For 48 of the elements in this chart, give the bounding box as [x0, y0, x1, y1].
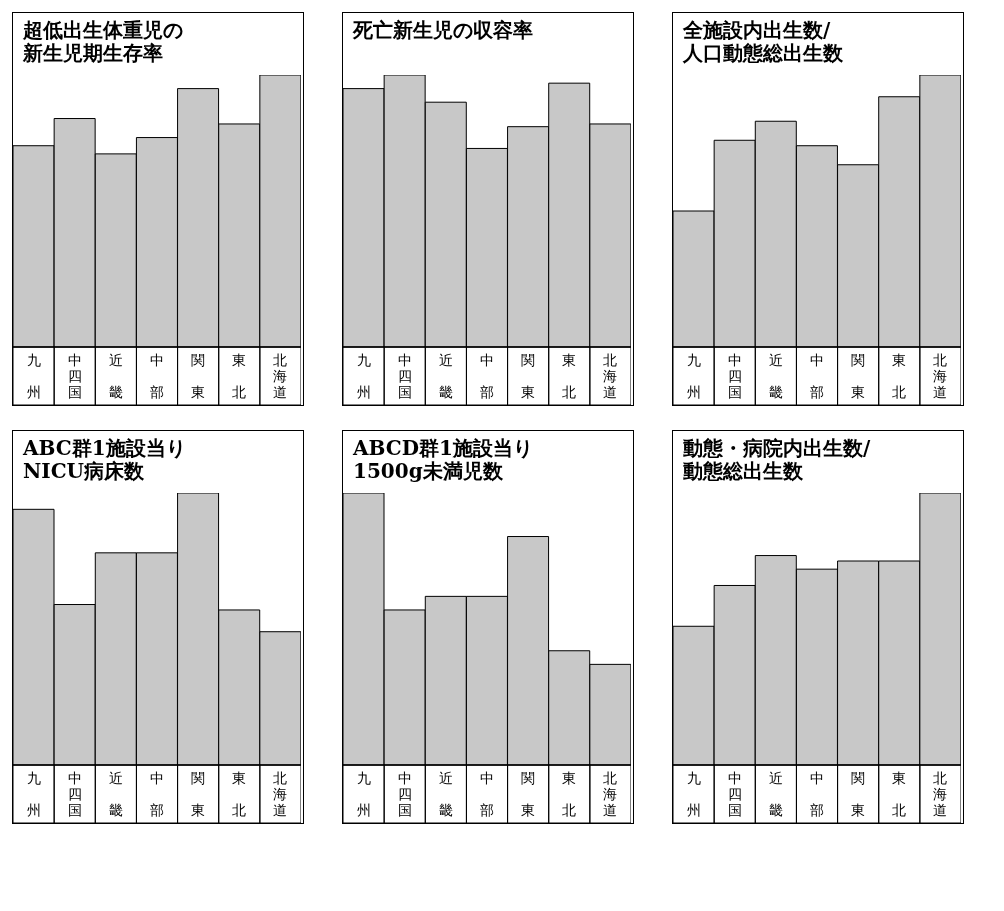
x-tick-label: 東北 [232, 770, 247, 818]
x-tick-label: 関東 [191, 770, 206, 818]
x-tick-label: 東北 [562, 770, 577, 818]
x-tick-label: 近畿 [438, 770, 453, 818]
x-tick-label: 東北 [562, 352, 577, 400]
x-tick-label: 中四国 [727, 770, 742, 818]
x-tick-label: 関東 [191, 352, 206, 400]
x-tick-label: 関東 [851, 352, 866, 400]
chart-title: ABCD群1施設当り1500g未満児数 [353, 436, 534, 483]
chart-title: 超低出生体重児の新生児期生存率 [23, 18, 184, 65]
x-tick-label: 関東 [851, 770, 866, 818]
x-tick-label: 近畿 [438, 352, 453, 400]
x-tick-label: 中四国 [67, 352, 82, 400]
x-tick-label: 中四国 [727, 352, 742, 400]
x-tick-label: 北海道 [603, 352, 618, 400]
x-tick-label: 近畿 [768, 770, 783, 818]
x-tick-label: 関東 [521, 770, 536, 818]
x-tick-label: 九州 [26, 770, 41, 818]
x-tick-label: 中部 [480, 352, 494, 400]
chart-title: ABC群1施設当りNICU病床数 [23, 436, 187, 483]
x-tick-label: 北海道 [933, 770, 948, 818]
x-tick-label: 九州 [686, 352, 701, 400]
chart-title: 全施設内出生数/人口動態総出生数 [683, 18, 844, 65]
x-tick-label: 中四国 [67, 770, 82, 818]
x-tick-label: 中四国 [397, 352, 412, 400]
x-tick-label: 近畿 [768, 352, 783, 400]
x-tick-label: 北海道 [273, 770, 288, 818]
x-tick-label: 北海道 [273, 352, 288, 400]
x-tick-label: 東北 [892, 770, 907, 818]
x-tick-label: 九州 [26, 352, 41, 400]
x-tick-label: 九州 [356, 352, 371, 400]
x-tick-label: 近畿 [108, 352, 123, 400]
chart-title: 死亡新生児の収容率 [353, 18, 534, 42]
x-tick-label: 中部 [810, 770, 824, 818]
x-tick-label: 北海道 [933, 352, 948, 400]
x-tick-label: 中部 [480, 770, 494, 818]
x-tick-label: 中部 [150, 352, 164, 400]
x-tick-label: 中部 [810, 352, 824, 400]
x-tick-label: 中部 [150, 770, 164, 818]
x-tick-label: 東北 [232, 352, 247, 400]
x-tick-label: 九州 [686, 770, 701, 818]
x-tick-label: 北海道 [603, 770, 618, 818]
x-tick-label: 中四国 [397, 770, 412, 818]
x-tick-label: 東北 [892, 352, 907, 400]
x-tick-label: 九州 [356, 770, 371, 818]
x-tick-label: 関東 [521, 352, 536, 400]
x-tick-label: 近畿 [108, 770, 123, 818]
chart-title: 動態・病院内出生数/動態総出生数 [683, 436, 872, 483]
